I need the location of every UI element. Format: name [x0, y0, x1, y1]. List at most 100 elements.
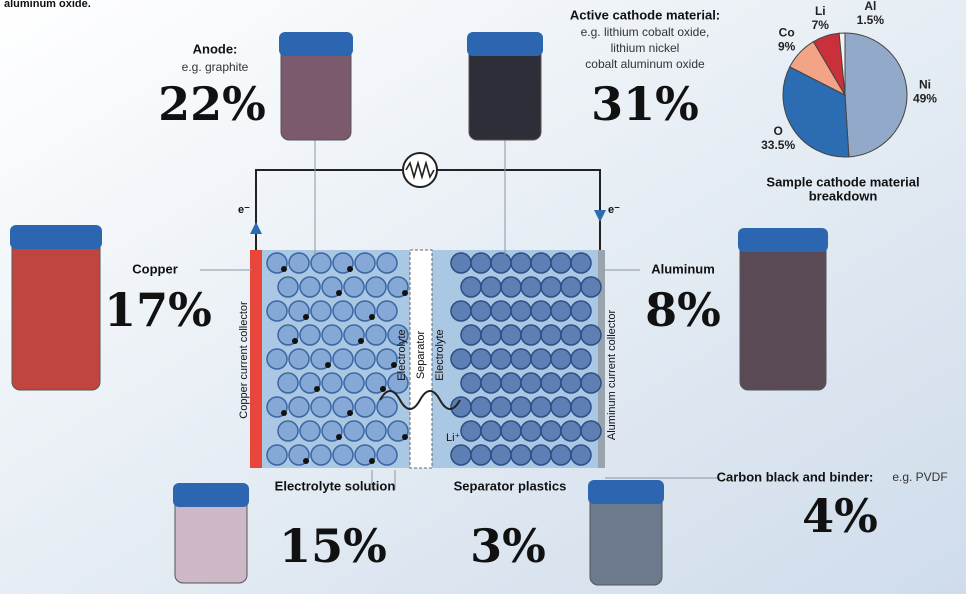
particle — [560, 324, 582, 346]
particle — [530, 252, 552, 274]
particle — [500, 324, 522, 346]
lithium — [369, 314, 375, 320]
particle — [288, 396, 310, 418]
cell-label: Aluminum current collector — [606, 310, 618, 441]
label: Anode: — [193, 41, 238, 56]
lithium — [325, 362, 331, 368]
label: Carbon black and binder: — [717, 469, 874, 484]
pie-slice — [838, 32, 846, 96]
lithium — [336, 290, 342, 296]
particle — [510, 300, 532, 322]
pie-category: Co — [779, 25, 795, 39]
particle — [570, 348, 592, 370]
particle — [288, 348, 310, 370]
pie-value-label: 7% — [812, 18, 830, 32]
particle — [266, 300, 288, 322]
particle — [299, 324, 321, 346]
lithium — [281, 266, 287, 272]
lithium — [358, 338, 364, 344]
particle — [510, 396, 532, 418]
ion-path — [379, 390, 461, 410]
electron: e⁻ — [608, 204, 620, 216]
lithium — [281, 410, 287, 416]
particle — [460, 276, 482, 298]
electron: e⁻ — [238, 204, 250, 216]
particle — [266, 348, 288, 370]
particle — [277, 276, 299, 298]
particle — [510, 444, 532, 466]
particle — [450, 348, 472, 370]
particle — [570, 396, 592, 418]
particle — [288, 252, 310, 274]
particle — [480, 324, 502, 346]
particle — [580, 276, 602, 298]
particle — [480, 372, 502, 394]
leaders — [200, 140, 720, 490]
lithium — [347, 410, 353, 416]
percent: 31% — [591, 77, 699, 131]
lithium — [292, 338, 298, 344]
pie-category: Al — [864, 0, 876, 13]
jar-lid — [467, 32, 543, 56]
jar-body — [739, 241, 827, 391]
particle — [332, 348, 354, 370]
pie-value-label: 9% — [778, 39, 796, 53]
cell-label: Electrolyte — [396, 329, 408, 380]
particle — [460, 420, 482, 442]
percent: 3% — [470, 519, 546, 573]
lithium — [391, 362, 397, 368]
particle — [530, 396, 552, 418]
copper-collector — [250, 250, 262, 468]
particle — [500, 372, 522, 394]
particle — [550, 396, 572, 418]
label: Copper — [132, 261, 178, 276]
particle — [343, 276, 365, 298]
lithium — [303, 314, 309, 320]
particle — [480, 276, 502, 298]
particle — [550, 444, 572, 466]
particle — [277, 420, 299, 442]
particle — [354, 348, 376, 370]
particle — [530, 444, 552, 466]
pie-value-label: 1.5% — [857, 13, 885, 27]
sublabel: e.g. PVDF — [892, 470, 947, 484]
particle — [470, 396, 492, 418]
label: Separator plastics — [454, 478, 567, 493]
particle — [387, 324, 409, 346]
particle — [365, 276, 387, 298]
jar-lid — [173, 483, 249, 507]
particle — [560, 276, 582, 298]
jar-body — [174, 496, 248, 584]
particle — [332, 300, 354, 322]
particle — [580, 324, 602, 346]
particle — [299, 420, 321, 442]
particle — [365, 420, 387, 442]
particle — [299, 276, 321, 298]
particle — [490, 300, 512, 322]
particle — [450, 252, 472, 274]
jar-body — [589, 493, 663, 586]
jar-lid — [588, 480, 664, 504]
particle — [365, 324, 387, 346]
particle — [470, 300, 492, 322]
particle — [310, 396, 332, 418]
particle — [520, 324, 542, 346]
particle — [480, 420, 502, 442]
particle — [470, 252, 492, 274]
particle — [540, 276, 562, 298]
particle — [310, 300, 332, 322]
sublabel: e.g. graphite — [182, 60, 249, 74]
lithium — [303, 458, 309, 464]
particle — [570, 444, 592, 466]
particle — [310, 252, 332, 274]
percent: 4% — [802, 489, 878, 543]
particle — [550, 300, 572, 322]
jar-body — [280, 45, 352, 141]
pie-value-label: 49% — [913, 92, 937, 106]
label: Active cathode material: — [570, 7, 720, 22]
particle — [376, 444, 398, 466]
particle — [490, 444, 512, 466]
particle — [510, 252, 532, 274]
percent: 17% — [104, 283, 212, 337]
pie-title: Sample cathode material — [766, 174, 919, 189]
